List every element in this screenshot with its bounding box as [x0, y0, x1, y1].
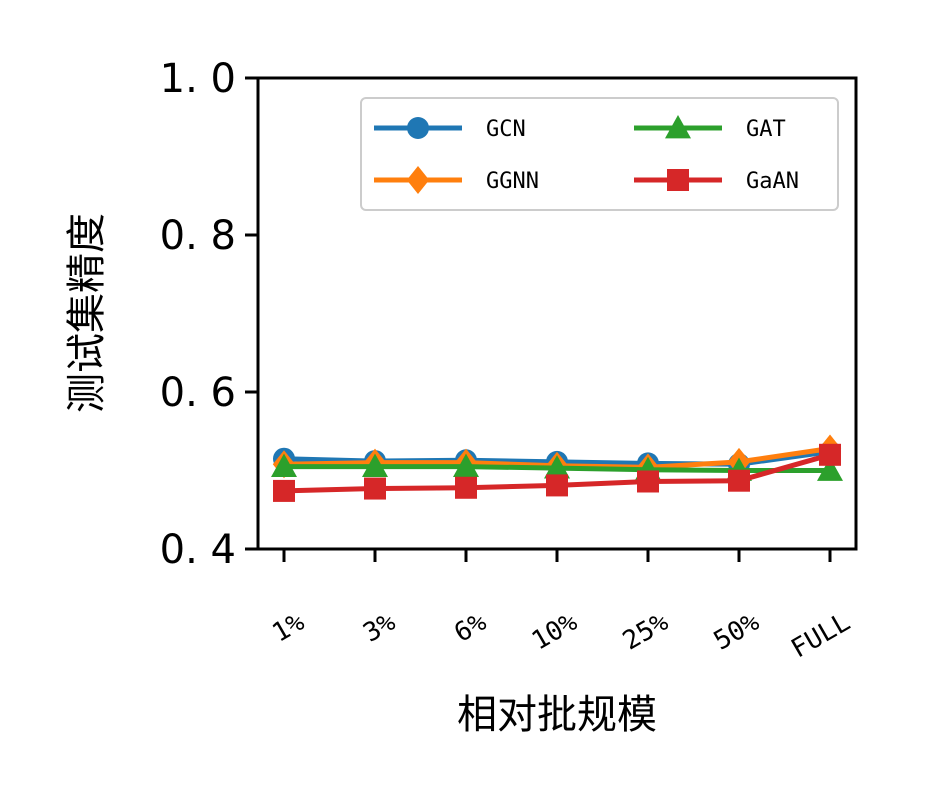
data-point-gat	[271, 453, 297, 477]
x-tick-label: FULL	[786, 607, 855, 664]
legend-marker	[406, 166, 430, 194]
y-tick-label: 0. 4	[160, 527, 236, 573]
legend-label: GAT	[746, 117, 786, 142]
x-tick-label: 10%	[527, 607, 583, 657]
y-axis-title: 测试集精度	[64, 213, 110, 413]
x-tick-label: 6%	[449, 607, 491, 649]
legend-label: GCN	[486, 117, 526, 142]
data-point-gat	[544, 455, 570, 479]
x-tick-label: 1%	[267, 607, 309, 649]
y-tick-label: 0. 8	[160, 213, 236, 259]
x-tick-label: 50%	[709, 607, 765, 657]
data-point-gaan	[637, 470, 659, 493]
legend-marker	[667, 169, 689, 191]
series-gaan	[273, 443, 841, 502]
legend-item-ggnn: GGNN	[374, 166, 539, 194]
y-tick-label: 1. 0	[160, 56, 236, 102]
x-tick-label: 3%	[358, 607, 400, 649]
y-axis: 0. 4 0. 6 0. 8 1. 0	[160, 56, 258, 573]
data-point-gaan	[546, 474, 568, 497]
legend-item-gat: GAT	[634, 115, 786, 142]
legend-item-gcn: GCN	[374, 117, 526, 142]
legend-label: GaAN	[746, 169, 799, 194]
series-layer	[271, 434, 843, 502]
legend-label: GGNN	[486, 169, 539, 194]
data-point-gaan	[273, 479, 295, 502]
legend-marker	[407, 117, 429, 139]
data-point-gaan	[455, 476, 477, 499]
data-point-gaan	[819, 443, 841, 466]
legend-item-gaan: GaAN	[634, 169, 799, 194]
data-point-gat	[362, 453, 388, 477]
data-point-gaan	[364, 477, 386, 500]
legend-marker	[665, 115, 691, 139]
data-point-gat	[453, 453, 479, 477]
x-tick-label: 25%	[618, 607, 674, 657]
y-tick-label: 0. 6	[160, 370, 236, 416]
x-axis: 1% 3% 6% 10% 25% 50% FULL	[267, 549, 856, 664]
data-point-gat	[817, 457, 843, 481]
x-axis-title: 相对批规模	[457, 692, 657, 738]
data-point-gaan	[728, 469, 750, 492]
legend: GCN GGNN GAT GaAN	[360, 97, 839, 211]
